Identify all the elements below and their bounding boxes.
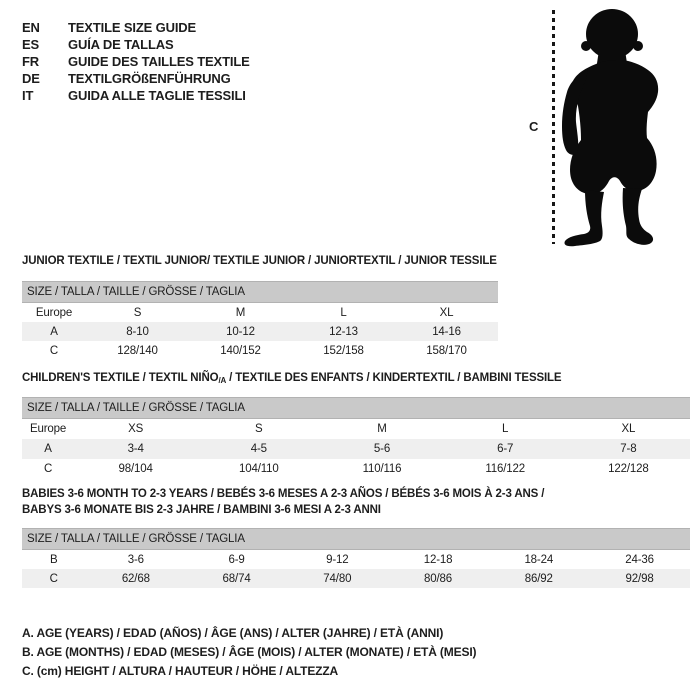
size-cell: XS: [128, 423, 144, 435]
size-cell: 6-9: [228, 553, 245, 566]
lang-title: GUÍA DE TALLAS: [68, 37, 174, 52]
size-cell: 14-16: [395, 322, 499, 341]
lang-code: EN: [22, 20, 40, 35]
lang-code: DE: [22, 71, 40, 86]
table-row: C 62/68 68/74 74/80 80/86 86/92 92/98: [22, 569, 690, 588]
junior-title-text: JUNIOR TEXTILE / TEXTIL JUNIOR/ TEXTILE …: [22, 255, 497, 267]
footnotes: A. AGE (YEARS) / EDAD (AÑOS) / ÂGE (ANS)…: [22, 624, 477, 681]
size-cell: S: [255, 423, 263, 435]
toddler-silhouette-icon: [562, 9, 659, 247]
size-cell: 8-10: [86, 322, 189, 341]
size-header: SIZE / TALLA / TAILLE / GRÖSSE / TAGLIA: [22, 397, 690, 419]
footnote-c: C. (cm) HEIGHT / ALTURA / HAUTEUR / HÖHE…: [22, 664, 339, 678]
lang-title: TEXTILGRÖßENFÜHRUNG: [68, 71, 231, 86]
babies-title-line1: BABIES 3-6 MONTH TO 2-3 YEARS / BEBÉS 3-…: [22, 488, 545, 500]
table-row: C 128/140 140/152 152/158 158/170: [22, 341, 498, 360]
lang-title: TEXTILE SIZE GUIDE: [68, 20, 197, 35]
size-cell: 92/98: [589, 569, 690, 588]
lang-row-en: EN TEXTILE SIZE GUIDE: [22, 19, 250, 36]
size-cell: 152/158: [323, 344, 364, 357]
size-cell: 104/110: [238, 463, 279, 475]
babies-title-line2: BABYS 3-6 MONATE BIS 2-3 JAHRE / BAMBINI…: [22, 504, 381, 516]
size-cell: 6-7: [443, 439, 567, 459]
table-row: A 3-4 4-5 5-6 6-7 7-8: [22, 439, 690, 459]
table-row: C 98/104 104/110 110/116 116/122 122/128: [22, 459, 690, 479]
size-cell: 62/68: [85, 569, 187, 588]
size-cell: 7-8: [566, 439, 690, 459]
size-cell: 110/116: [362, 463, 402, 475]
size-header: SIZE / TALLA / TAILLE / GRÖSSE / TAGLIA: [22, 528, 690, 550]
size-cell: L: [340, 306, 347, 319]
table-row: B 3-6 6-9 9-12 12-18 18-24 24-36: [22, 550, 690, 570]
junior-size-table: SIZE / TALLA / TAILLE / GRÖSSE / TAGLIA …: [22, 281, 499, 360]
row-label: B: [49, 553, 58, 566]
size-header-row: SIZE / TALLA / TAILLE / GRÖSSE / TAGLIA: [22, 397, 690, 419]
size-cell: M: [235, 306, 246, 319]
size-cell: 68/74: [186, 569, 287, 588]
size-cell: 18-24: [524, 553, 554, 566]
junior-table-title: JUNIOR TEXTILE / TEXTIL JUNIOR/ TEXTILE …: [22, 253, 497, 269]
size-cell: 5-6: [320, 439, 444, 459]
lang-code: FR: [22, 54, 40, 69]
size-cell: XL: [439, 306, 454, 319]
lang-row-it: IT GUIDA ALLE TAGLIE TESSILI: [22, 87, 250, 104]
children-title-pre: CHILDREN'S TEXTILE / TEXTIL NIÑO: [22, 372, 219, 384]
row-label: Europe: [29, 423, 67, 435]
size-cell: 128/140: [117, 344, 158, 357]
row-label: Europe: [35, 306, 73, 319]
height-measure-dotted-line: [552, 10, 555, 244]
size-cell: 10-12: [189, 322, 292, 341]
size-cell: 86/92: [488, 569, 590, 588]
language-guide: EN TEXTILE SIZE GUIDE ES GUÍA DE TALLAS …: [22, 19, 250, 104]
row-label: C: [22, 569, 86, 588]
size-cell: 158/170: [426, 344, 467, 357]
table-row: Europe XS S M L XL: [22, 419, 690, 440]
footnote-b: B. AGE (MONTHS) / EDAD (MESES) / ÂGE (MO…: [22, 645, 477, 659]
size-cell: XL: [621, 423, 636, 435]
row-label: A: [22, 322, 86, 341]
height-figure: C: [525, 0, 675, 255]
table-row: A 8-10 10-12 12-13 14-16: [22, 322, 499, 341]
size-cell: 116/122: [485, 463, 525, 475]
size-cell: 3-4: [74, 439, 198, 459]
size-cell: S: [133, 306, 142, 319]
size-header-row: SIZE / TALLA / TAILLE / GRÖSSE / TAGLIA: [22, 528, 690, 550]
height-measure-label: C: [529, 119, 539, 134]
size-cell: 98/104: [118, 463, 153, 475]
lang-code: ES: [22, 37, 40, 52]
lang-row-fr: FR GUIDE DES TAILLES TEXTILE: [22, 53, 250, 70]
row-label: C: [49, 344, 59, 357]
footnote-a: A. AGE (YEARS) / EDAD (AÑOS) / ÂGE (ANS)…: [22, 626, 444, 640]
size-cell: M: [377, 423, 387, 435]
size-header-row: SIZE / TALLA / TAILLE / GRÖSSE / TAGLIA: [22, 281, 499, 303]
size-header: SIZE / TALLA / TAILLE / GRÖSSE / TAGLIA: [22, 281, 499, 303]
lang-title: GUIDE DES TAILLES TEXTILE: [68, 54, 250, 69]
babies-size-table: SIZE / TALLA / TAILLE / GRÖSSE / TAGLIA …: [22, 528, 690, 588]
size-cell: 3-6: [127, 553, 144, 566]
row-label: C: [43, 463, 53, 475]
size-cell: 12-18: [423, 553, 453, 566]
children-title-post: / TEXTILE DES ENFANTS / KINDERTEXTIL / B…: [226, 372, 562, 384]
children-size-table: SIZE / TALLA / TAILLE / GRÖSSE / TAGLIA …: [22, 397, 690, 479]
size-cell: 24-36: [625, 553, 654, 566]
size-cell: 4-5: [197, 439, 321, 459]
children-title-sub: /A: [218, 376, 227, 385]
children-table-title: CHILDREN'S TEXTILE / TEXTIL NIÑO/A / TEX…: [22, 370, 562, 389]
row-label: A: [22, 439, 75, 459]
table-row: Europe S M L XL: [22, 303, 498, 323]
size-cell: 9-12: [326, 553, 349, 566]
size-cell: 140/152: [220, 344, 261, 357]
size-cell: L: [502, 423, 509, 435]
size-cell: 74/80: [286, 569, 388, 588]
size-cell: 122/128: [608, 463, 649, 475]
babies-table-title: BABIES 3-6 MONTH TO 2-3 YEARS / BEBÉS 3-…: [22, 486, 544, 518]
lang-code: IT: [22, 88, 34, 103]
lang-row-de: DE TEXTILGRÖßENFÜHRUNG: [22, 70, 250, 87]
lang-title: GUIDA ALLE TAGLIE TESSILI: [68, 88, 246, 103]
lang-row-es: ES GUÍA DE TALLAS: [22, 36, 250, 53]
size-cell: 80/86: [387, 569, 489, 588]
size-cell: 12-13: [292, 322, 395, 341]
